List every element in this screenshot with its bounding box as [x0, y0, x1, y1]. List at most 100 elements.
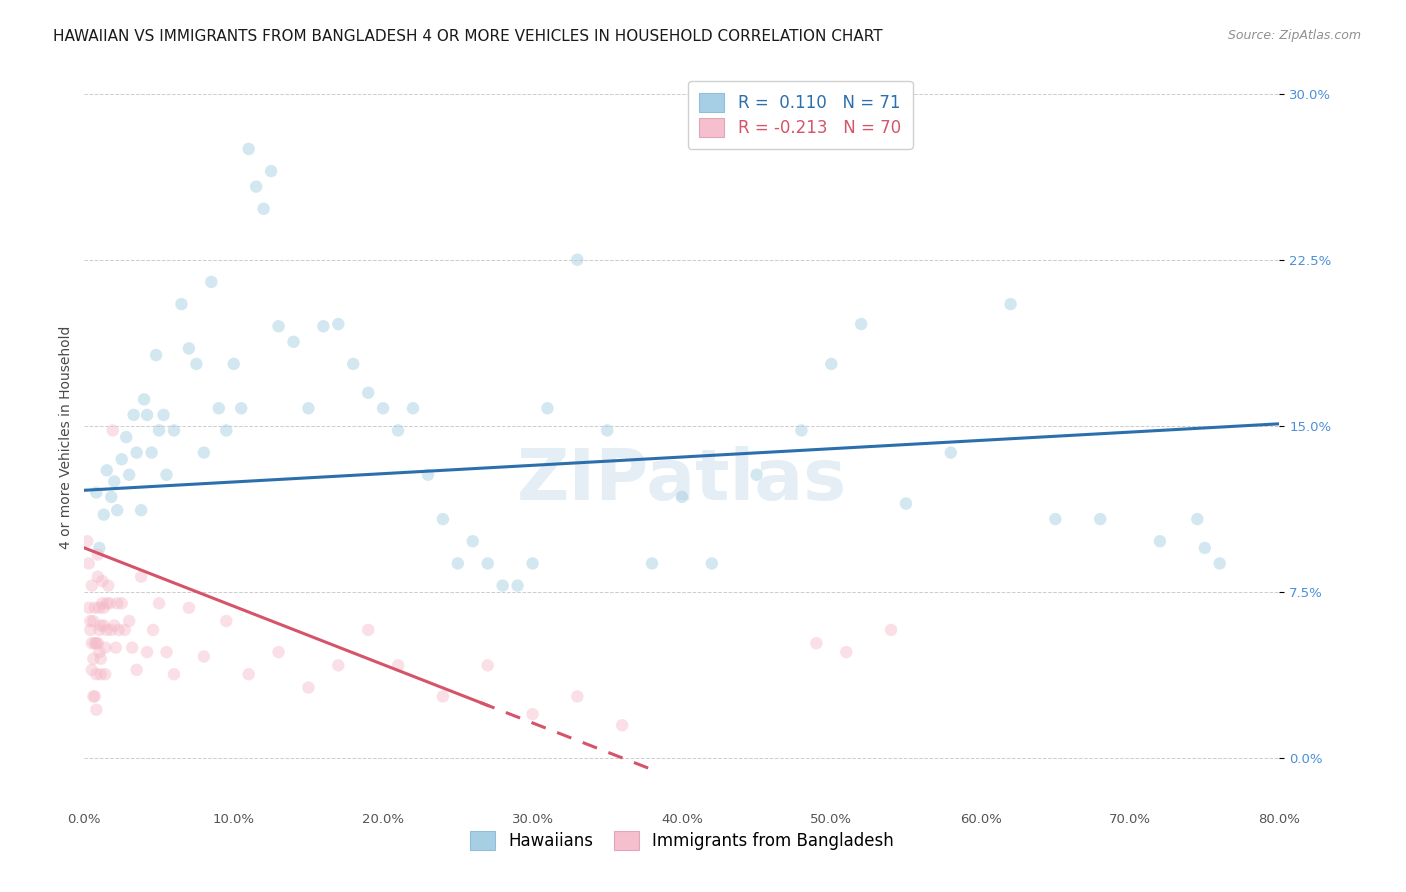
Point — [148, 596, 170, 610]
Point — [93, 508, 115, 522]
Point — [820, 357, 842, 371]
Point — [155, 645, 177, 659]
Point — [118, 467, 141, 482]
Point — [90, 618, 112, 632]
Point — [939, 445, 962, 459]
Point — [93, 618, 115, 632]
Point — [1194, 541, 1216, 555]
Point — [193, 649, 215, 664]
Point — [745, 467, 768, 482]
Point — [80, 636, 103, 650]
Point — [1090, 512, 1112, 526]
Point — [222, 357, 245, 371]
Point — [79, 623, 101, 637]
Point — [641, 557, 664, 571]
Point — [148, 424, 170, 438]
Point — [103, 475, 125, 489]
Point — [86, 667, 108, 681]
Point — [506, 578, 529, 592]
Point — [492, 578, 515, 592]
Point — [567, 252, 589, 267]
Point — [132, 392, 156, 407]
Point — [83, 690, 105, 704]
Point — [835, 645, 858, 659]
Point — [402, 401, 425, 416]
Point — [86, 703, 108, 717]
Point — [267, 645, 290, 659]
Point — [111, 596, 134, 610]
Point — [96, 623, 118, 637]
Point — [101, 424, 124, 438]
Point — [111, 452, 134, 467]
Point — [238, 142, 260, 156]
Point — [82, 690, 104, 704]
Point — [129, 570, 152, 584]
Point — [87, 570, 110, 584]
Point — [83, 600, 105, 615]
Point — [894, 497, 917, 511]
Point — [312, 319, 335, 334]
Point — [114, 623, 136, 637]
Point — [104, 640, 127, 655]
Point — [477, 658, 499, 673]
Point — [163, 424, 186, 438]
Point — [253, 202, 276, 216]
Point — [342, 357, 364, 371]
Point — [238, 667, 260, 681]
Point — [522, 707, 544, 722]
Point — [96, 463, 118, 477]
Point — [215, 424, 238, 438]
Point — [790, 424, 813, 438]
Point — [105, 596, 128, 610]
Point — [125, 663, 148, 677]
Point — [82, 651, 104, 665]
Point — [170, 297, 193, 311]
Legend: Hawaiians, Immigrants from Bangladesh: Hawaiians, Immigrants from Bangladesh — [464, 824, 900, 856]
Point — [100, 490, 122, 504]
Point — [77, 600, 100, 615]
Point — [806, 636, 828, 650]
Point — [671, 490, 693, 504]
Point — [80, 578, 103, 592]
Point — [87, 636, 110, 650]
Point — [447, 557, 470, 571]
Point — [208, 401, 231, 416]
Point — [87, 548, 110, 562]
Point — [89, 623, 111, 637]
Point — [152, 408, 174, 422]
Point — [387, 658, 409, 673]
Point — [89, 541, 111, 555]
Point — [186, 357, 208, 371]
Point — [283, 334, 305, 349]
Point — [98, 596, 121, 610]
Point — [260, 164, 283, 178]
Point — [297, 681, 319, 695]
Point — [105, 503, 128, 517]
Point — [536, 401, 558, 416]
Point — [80, 663, 103, 677]
Point — [83, 636, 105, 650]
Point — [136, 645, 159, 659]
Point — [477, 557, 499, 571]
Point — [125, 445, 148, 459]
Point — [297, 401, 319, 416]
Point — [94, 640, 117, 655]
Point — [215, 614, 238, 628]
Text: Source: ZipAtlas.com: Source: ZipAtlas.com — [1227, 29, 1361, 42]
Point — [100, 623, 122, 637]
Y-axis label: 4 or more Vehicles in Household: 4 or more Vehicles in Household — [59, 326, 73, 549]
Point — [142, 623, 165, 637]
Point — [416, 467, 439, 482]
Point — [357, 623, 380, 637]
Point — [93, 600, 115, 615]
Point — [86, 485, 108, 500]
Point — [387, 424, 409, 438]
Point — [136, 408, 159, 422]
Point — [1187, 512, 1209, 526]
Point — [89, 645, 111, 659]
Point — [76, 534, 98, 549]
Point — [200, 275, 222, 289]
Point — [700, 557, 723, 571]
Point — [1149, 534, 1171, 549]
Point — [89, 600, 111, 615]
